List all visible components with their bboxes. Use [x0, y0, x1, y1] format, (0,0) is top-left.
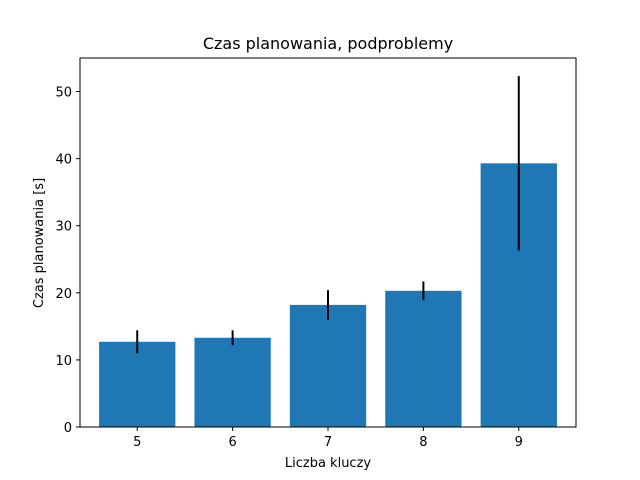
x-tick-label: 5	[133, 435, 141, 450]
x-tick-label: 9	[515, 435, 523, 450]
y-tick-label: 30	[55, 220, 72, 235]
y-tick-label: 20	[55, 287, 72, 302]
bar-6	[194, 337, 271, 427]
y-tick-label: 10	[55, 354, 72, 369]
bar-8	[385, 290, 462, 427]
y-axis-label: Czas planowania [s]	[32, 178, 47, 308]
x-axis-label: Liczba kluczy	[285, 456, 372, 471]
bar-7	[289, 304, 367, 427]
x-tick-label: 6	[228, 435, 236, 450]
y-tick-label: 0	[64, 421, 72, 436]
x-tick-label: 7	[324, 435, 332, 450]
x-tick-label: 8	[419, 435, 427, 450]
y-tick-label: 40	[55, 153, 72, 168]
y-axis-ticks: 0 10 20 30 40 50	[55, 86, 80, 436]
plot-frame	[79, 57, 577, 428]
chart-title: Czas planowania, podproblemy	[203, 34, 453, 53]
errorbars-group	[136, 76, 520, 354]
bar-5	[99, 341, 176, 427]
y-tick-label: 50	[55, 86, 72, 101]
x-axis-ticks: 5 6 7 8 9	[133, 427, 523, 450]
